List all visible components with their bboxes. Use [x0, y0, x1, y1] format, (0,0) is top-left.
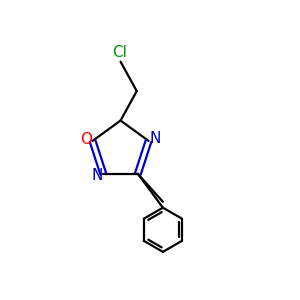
Text: N: N: [91, 168, 103, 183]
Text: O: O: [80, 132, 92, 147]
Text: Cl: Cl: [112, 45, 127, 60]
Text: N: N: [149, 131, 161, 146]
